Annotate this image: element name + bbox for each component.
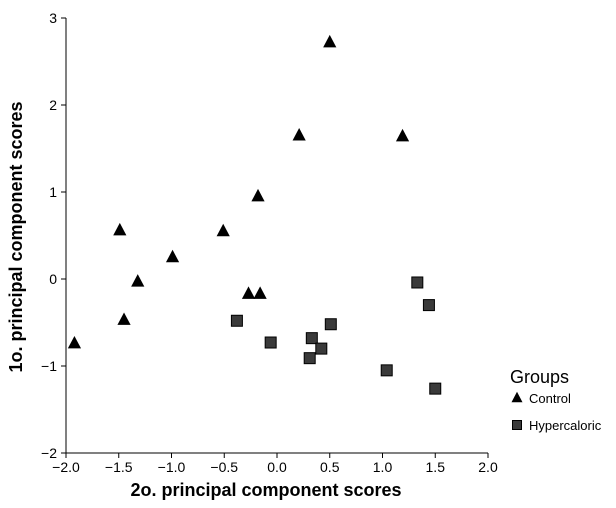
x-tick-label: 2.0 <box>478 459 498 475</box>
y-axis: −2 −1 0 1 2 3 <box>41 10 66 461</box>
x-axis: −2.0 −1.5 −1.0 −0.5 0.0 0.5 1.0 1.5 2.0 <box>52 453 498 475</box>
hypercaloric-point <box>429 382 442 395</box>
hypercaloric-point <box>324 318 337 331</box>
plot-area <box>65 18 488 454</box>
hypercaloric-point <box>411 276 424 289</box>
legend-title: Groups <box>510 367 569 387</box>
hypercaloric-point <box>422 299 435 312</box>
control-point <box>251 188 265 202</box>
x-tick-label: 0.5 <box>320 459 340 475</box>
hypercaloric-point <box>303 352 316 365</box>
y-tick-label: 1 <box>49 184 57 200</box>
y-tick-label: 2 <box>49 97 57 113</box>
control-point <box>165 249 180 263</box>
y-tick-label: −2 <box>41 445 57 461</box>
x-tick-label: −2.0 <box>52 459 80 475</box>
y-tick-label: −1 <box>41 358 57 374</box>
control-point <box>67 335 82 349</box>
x-tick-label: 0.0 <box>267 459 287 475</box>
hypercaloric-point <box>380 364 393 377</box>
x-tick-label: 1.0 <box>373 459 393 475</box>
legend-label-hypercaloric: Hypercaloric <box>529 418 602 433</box>
x-axis-title: 2o. principal component scores <box>130 480 401 500</box>
control-point <box>113 222 127 236</box>
x-tick-label: −1.5 <box>105 459 133 475</box>
legend: Groups Control Hypercaloric <box>510 367 602 433</box>
data-points <box>67 34 442 395</box>
hypercaloric-legend-icon <box>512 420 522 430</box>
control-point <box>131 274 145 287</box>
y-tick-label: 3 <box>49 10 57 26</box>
y-axis-title: 1o. principal component scores <box>6 101 26 372</box>
control-point <box>216 223 230 237</box>
control-point <box>117 312 131 325</box>
hypercaloric-point <box>264 336 277 349</box>
x-tick-label: −1.0 <box>158 459 186 475</box>
control-point <box>323 34 337 48</box>
legend-label-control: Control <box>529 391 571 406</box>
control-point <box>395 128 410 142</box>
y-tick-label: 0 <box>49 271 57 287</box>
hypercaloric-point <box>230 314 243 327</box>
x-tick-label: 1.5 <box>426 459 446 475</box>
control-legend-icon <box>511 391 523 403</box>
hypercaloric-point <box>305 332 318 345</box>
x-tick-label: −0.5 <box>210 459 238 475</box>
control-point <box>241 286 256 299</box>
control-point <box>292 128 306 141</box>
control-point <box>253 286 267 299</box>
hypercaloric-point <box>315 342 328 355</box>
